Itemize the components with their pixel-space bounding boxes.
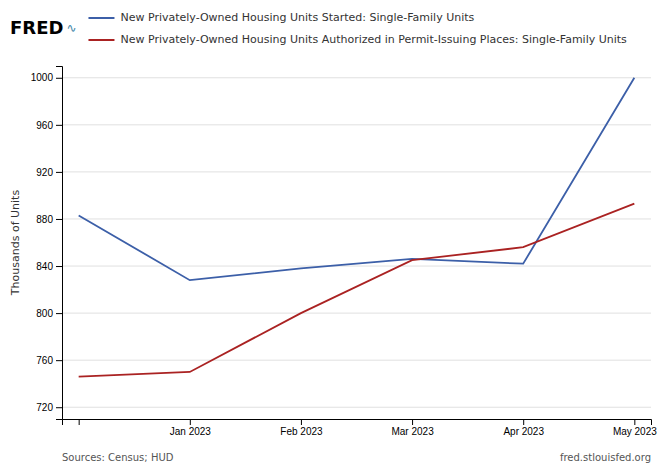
series-line [79, 204, 635, 377]
grid-line [62, 360, 651, 361]
tick-mark [56, 78, 62, 79]
legend-label: New Privately-Owned Housing Units Starte… [120, 11, 474, 24]
tick: Mar 2023 [391, 419, 434, 437]
tick-mark [412, 419, 413, 425]
tick: 920 [36, 167, 62, 178]
tick-label: May 2023 [613, 426, 657, 437]
tick-label: 840 [36, 261, 53, 272]
tick-label: 1000 [31, 72, 54, 83]
tick-label: 920 [36, 167, 53, 178]
grid-line [62, 77, 651, 78]
grid-line [62, 407, 651, 408]
grid-line [62, 313, 651, 314]
tick-label: 720 [36, 402, 53, 413]
legend-swatch [88, 17, 114, 19]
tick-mark [56, 313, 62, 314]
y-axis-title: Thousands of Units [9, 190, 22, 297]
tick: 960 [36, 120, 62, 131]
tick: 720 [36, 402, 62, 413]
tick: Jan 2023 [170, 419, 212, 437]
grid-line [62, 124, 651, 125]
tick-label: 760 [36, 355, 53, 366]
tick-mark [79, 419, 80, 425]
tick-mark [523, 419, 524, 425]
axis-line [63, 420, 652, 426]
legend: New Privately-Owned Housing Units Starte… [88, 11, 627, 46]
tick-label: 800 [36, 308, 53, 319]
plot-area: 720 760 800 840 880 920 960 1000 Jan 2023 Feb 202… [31, 67, 657, 438]
tick-mark [56, 266, 62, 267]
series-line [79, 78, 635, 280]
tick: 760 [36, 355, 62, 366]
tick-mark [56, 360, 62, 361]
logo: FRED [10, 17, 63, 38]
tick: Apr 2023 [503, 419, 544, 437]
source-url: fred.stlouisfed.org [560, 452, 651, 463]
tick-mark [56, 219, 62, 220]
grid-line [62, 171, 651, 172]
series-lines [79, 78, 635, 377]
source: Sources: Census; HUD [62, 452, 174, 463]
tick: 1000 [31, 72, 62, 83]
tick-label: 880 [36, 214, 53, 225]
grid [62, 78, 651, 407]
legend-swatch [88, 39, 114, 41]
y-axis: 720 760 800 840 880 920 960 1000 [31, 67, 63, 420]
grid-line [62, 266, 651, 267]
tick: 800 [36, 308, 62, 319]
tick [79, 419, 80, 425]
tick-mark [301, 419, 302, 425]
legend-label: New Privately-Owned Housing Units Author… [120, 33, 627, 46]
tick: May 2023 [613, 419, 657, 437]
tick-label: Apr 2023 [503, 426, 544, 437]
tick-mark [190, 419, 191, 425]
legend-item: New Privately-Owned Housing Units Starte… [88, 11, 474, 24]
tick-mark [56, 407, 62, 408]
tick-mark [634, 419, 635, 425]
tick-mark [56, 172, 62, 173]
tick-label: Feb 2023 [280, 426, 323, 437]
x-axis: Jan 2023 Feb 2023 Mar 2023 Apr 2023 May 2023 [63, 419, 658, 437]
tick-label: Jan 2023 [170, 426, 212, 437]
grid-line [62, 218, 651, 219]
tick-mark [56, 125, 62, 126]
tick: 880 [36, 214, 62, 225]
chart: 720 760 800 840 880 920 960 1000 Jan 2023 Feb 202… [0, 0, 669, 471]
axis-line [56, 67, 63, 420]
tick: Feb 2023 [280, 419, 323, 437]
tick-label: Mar 2023 [391, 426, 434, 437]
tick: 840 [36, 261, 62, 272]
tick-label: 960 [36, 120, 53, 131]
logo-icon: ∿ [66, 21, 76, 35]
legend-item: New Privately-Owned Housing Units Author… [88, 33, 627, 46]
